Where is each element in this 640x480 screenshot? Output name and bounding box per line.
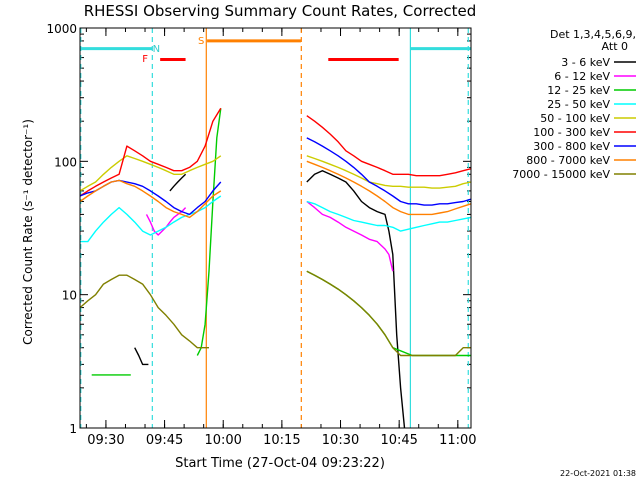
legend-header-line-2: Att 0 [602, 40, 628, 53]
legend-header-line-1: Det 1,3,4,5,6,9, [550, 28, 636, 41]
legend-label: 12 - 25 keV [547, 84, 610, 97]
y-tick-label: 1000 [46, 22, 77, 36]
legend-label: 800 - 7000 keV [526, 154, 610, 167]
series-line [306, 200, 394, 272]
series-line [134, 347, 149, 366]
series-line [79, 155, 222, 192]
series-line [306, 169, 406, 429]
series-line [306, 137, 472, 206]
series-line [79, 179, 222, 219]
legend-label: 3 - 6 keV [561, 56, 610, 69]
y-tick-label: 100 [54, 155, 77, 169]
x-tick-label: 11:00 [439, 433, 476, 448]
legend-label: 100 - 300 keV [533, 126, 610, 139]
annotation-label: N [153, 44, 160, 55]
legend-label: 7000 - 15000 keV [512, 168, 610, 181]
series-line [306, 155, 472, 189]
y-axis-label: Corrected Count Rate (s⁻¹ detector⁻¹) [21, 119, 35, 345]
x-tick-label: 10:00 [204, 433, 241, 448]
series-line [306, 200, 472, 232]
y-tick-label: 1 [69, 422, 77, 436]
footer-date: 22-Oct-2021 01:38 [560, 469, 636, 478]
series-line [306, 270, 471, 357]
plot-frame [79, 27, 472, 429]
chart-title: RHESSI Observing Summary Count Rates, Co… [84, 2, 477, 20]
legend-label: 300 - 800 keV [533, 140, 610, 153]
axis-ticks: 1 10 100 1000 09:30 09:45 10:00 10:15 10:30 10:45… [46, 22, 476, 448]
x-tick-label: 09:45 [146, 433, 183, 448]
x-axis-label: Start Time (27-Oct-04 09:23:22) [175, 456, 385, 471]
series-lines [79, 107, 472, 429]
x-tick-label: 09:30 [87, 433, 124, 448]
series-line [79, 274, 209, 349]
series-line [80, 195, 222, 243]
legend-label: 6 - 12 keV [554, 70, 610, 83]
x-tick-label: 10:30 [322, 433, 359, 448]
legend-label: 50 - 100 keV [540, 112, 610, 125]
interval-lines [80, 28, 469, 428]
annotation-label: S [198, 36, 204, 47]
series-line [306, 160, 472, 216]
annotation-label: F [142, 54, 148, 65]
interval-bars [80, 39, 471, 62]
series-line [306, 270, 471, 357]
series-line [79, 107, 222, 197]
series-line [306, 115, 472, 177]
x-tick-label: 10:45 [380, 433, 417, 448]
x-tick-label: 10:15 [263, 433, 300, 448]
series-line [169, 173, 187, 192]
series-line [196, 108, 222, 356]
legend-label: 25 - 50 keV [547, 98, 610, 111]
y-tick-label: 10 [62, 289, 77, 303]
annotations: NF S [142, 36, 204, 65]
